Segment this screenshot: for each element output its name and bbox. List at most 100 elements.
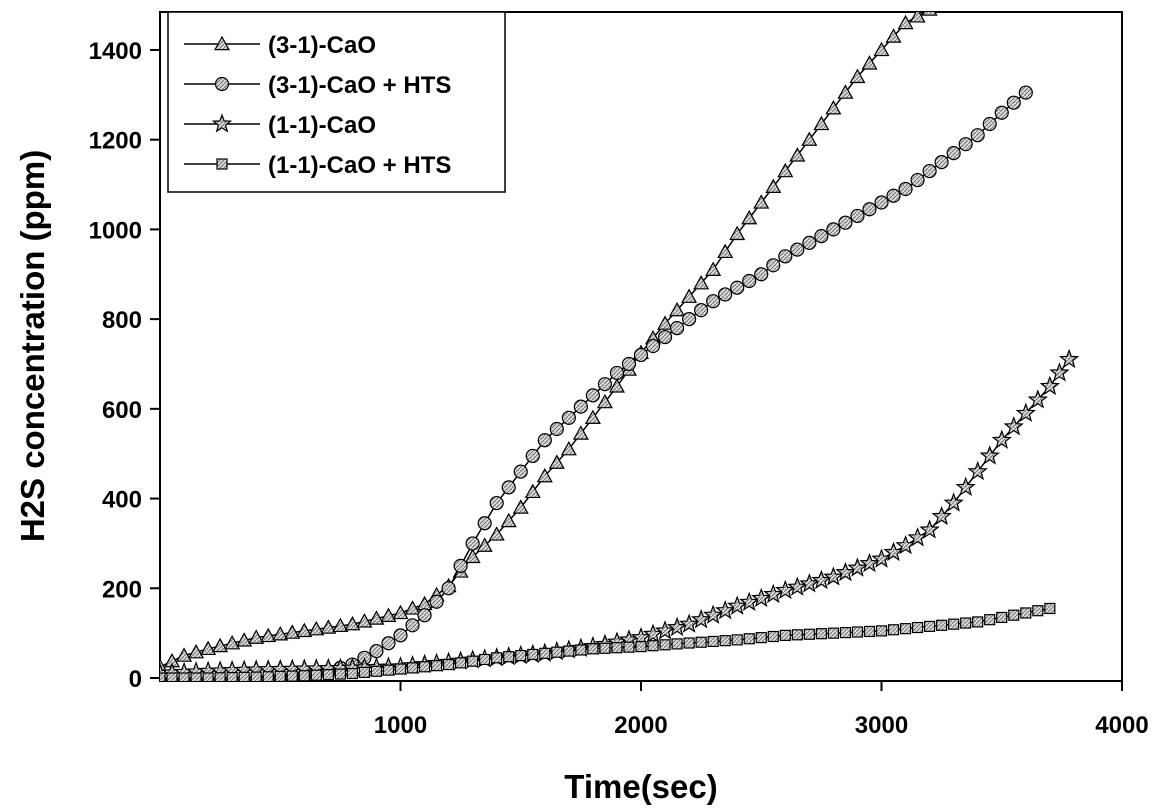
data-point	[488, 526, 505, 541]
legend-marker	[211, 113, 233, 133]
data-point	[200, 640, 217, 656]
x-axis: 1000 2000 3000 4000	[374, 681, 1149, 739]
data-point	[476, 537, 493, 552]
legend-label: (3-1)-CaO	[268, 32, 376, 59]
series-layer	[160, 12, 1080, 681]
data-point	[369, 643, 384, 659]
data-point	[188, 643, 205, 659]
data-point	[587, 643, 599, 655]
data-point	[814, 229, 829, 244]
data-point	[647, 640, 659, 652]
data-point	[657, 329, 673, 345]
data-point	[633, 347, 649, 363]
data-point	[524, 483, 541, 499]
data-point	[790, 242, 805, 257]
data-point	[839, 626, 852, 639]
data-point	[910, 172, 925, 188]
data-point	[922, 163, 937, 179]
data-point	[464, 548, 481, 564]
data-point	[897, 14, 914, 30]
data-point	[356, 613, 373, 628]
data-point	[381, 636, 396, 651]
y-tick-label: 1200	[89, 128, 142, 155]
data-point	[1015, 402, 1037, 422]
data-point	[669, 301, 686, 317]
y-tick-label: 400	[102, 487, 142, 514]
data-point	[991, 429, 1012, 449]
data-point	[406, 662, 419, 674]
data-point	[584, 409, 601, 425]
data-point	[1058, 348, 1080, 369]
data-point	[838, 215, 853, 230]
data-point	[561, 410, 576, 425]
data-point	[404, 600, 421, 615]
data-point	[883, 541, 904, 562]
data-point	[515, 649, 527, 662]
data-point	[863, 625, 876, 638]
data-point	[994, 105, 1009, 120]
data-point	[815, 628, 827, 640]
data-point	[813, 115, 830, 131]
data-point	[248, 629, 265, 644]
data-point	[599, 642, 611, 654]
data-point	[573, 399, 588, 414]
y-tick-label: 800	[102, 307, 142, 334]
data-point	[671, 638, 683, 650]
data-point	[898, 181, 913, 197]
data-point	[811, 569, 832, 590]
data-point	[394, 663, 407, 675]
data-point	[623, 641, 635, 653]
data-point	[465, 536, 480, 551]
data-point	[911, 621, 924, 634]
data-point	[714, 600, 736, 620]
data-point	[753, 194, 770, 209]
data-point	[923, 620, 936, 633]
data-point	[635, 640, 647, 653]
data-point	[887, 624, 900, 636]
data-point	[645, 338, 661, 354]
data-point	[823, 566, 844, 586]
data-point	[467, 655, 479, 667]
data-point	[851, 626, 864, 638]
data-point	[694, 303, 709, 318]
data-point	[176, 647, 193, 662]
data-point	[214, 672, 226, 681]
data-point	[705, 261, 722, 276]
data-point	[742, 273, 757, 289]
data-point	[726, 595, 748, 615]
data-point	[765, 178, 782, 193]
data-point	[755, 632, 767, 644]
data-point	[885, 28, 902, 43]
y-axis-title: H2S concentration (ppm)	[14, 150, 51, 542]
data-point	[717, 243, 734, 259]
data-point	[272, 626, 289, 641]
data-point	[393, 628, 408, 643]
data-point	[308, 620, 325, 636]
data-point	[202, 672, 214, 681]
data-point	[707, 635, 719, 648]
data-point	[695, 636, 707, 648]
data-point	[787, 576, 808, 596]
data-point	[1032, 605, 1044, 617]
data-point	[322, 669, 334, 681]
data-point	[921, 12, 938, 16]
x-tick-label: 3000	[855, 712, 908, 739]
series-4	[160, 602, 1056, 681]
data-point	[996, 611, 1008, 624]
data-point	[455, 657, 467, 669]
data-point	[849, 68, 866, 84]
data-point	[703, 604, 724, 624]
data-point	[642, 623, 664, 643]
data-point	[501, 480, 516, 495]
data-point	[777, 162, 794, 178]
data-point	[874, 195, 889, 210]
data-point	[560, 440, 577, 456]
data-point	[766, 258, 781, 273]
data-point	[443, 658, 455, 671]
data-point	[585, 388, 601, 403]
data-point	[370, 665, 383, 677]
data-point	[212, 637, 229, 653]
data-point	[334, 668, 346, 680]
data-point	[850, 208, 865, 224]
data-point	[754, 267, 769, 282]
